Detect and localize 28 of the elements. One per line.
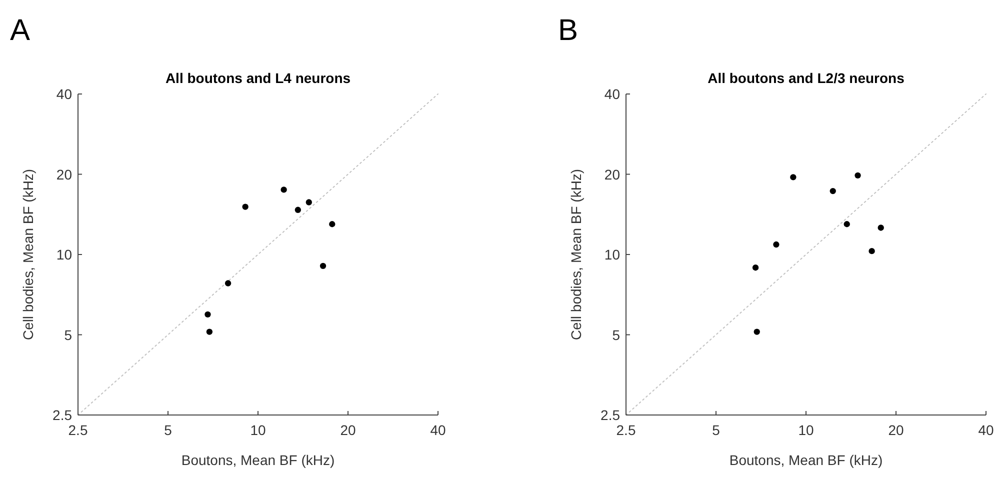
x-tick-label: 20 [340, 422, 356, 438]
y-axis-title: Cell bodies, Mean BF (kHz) [568, 168, 584, 340]
text: B [558, 14, 578, 47]
y-tick-label: 10 [56, 246, 72, 262]
y-axis-title: Cell bodies, Mean BF (kHz) [20, 168, 36, 340]
x-tick-label: 40 [978, 422, 994, 438]
x-tick-label: 10 [798, 422, 814, 438]
x-tick-label: 20 [888, 422, 904, 438]
x-tick-label: 10 [250, 422, 266, 438]
y-tick-label: 5 [612, 326, 620, 343]
x-axis-title: Boutons, Mean BF (kHz) [729, 452, 883, 468]
y-tick-label: 20 [604, 166, 620, 182]
x-axis-title: Boutons, Mean BF (kHz) [181, 452, 335, 468]
x-tick-label: 5 [164, 422, 172, 438]
y-tick-label: 10 [604, 246, 620, 262]
y-tick-label: 40 [604, 86, 620, 102]
y-tick-label: 2.5 [52, 407, 72, 423]
x-tick-label: 2.5 [68, 422, 88, 438]
x-tick-label: 40 [430, 422, 446, 438]
chart-title: All boutons and L2/3 neurons [708, 70, 905, 86]
y-tick-label: 2.5 [600, 407, 620, 423]
chart-title: All boutons and L4 neurons [165, 70, 351, 86]
y-tick-label: 20 [56, 166, 72, 182]
x-tick-label: 5 [712, 422, 720, 438]
x-tick-label: 2.5 [616, 422, 636, 438]
y-tick-label: 5 [64, 326, 72, 343]
y-tick-label: 40 [56, 86, 72, 102]
text: A [10, 14, 30, 47]
